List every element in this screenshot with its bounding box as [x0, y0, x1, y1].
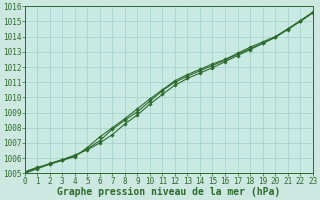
- X-axis label: Graphe pression niveau de la mer (hPa): Graphe pression niveau de la mer (hPa): [57, 187, 280, 197]
